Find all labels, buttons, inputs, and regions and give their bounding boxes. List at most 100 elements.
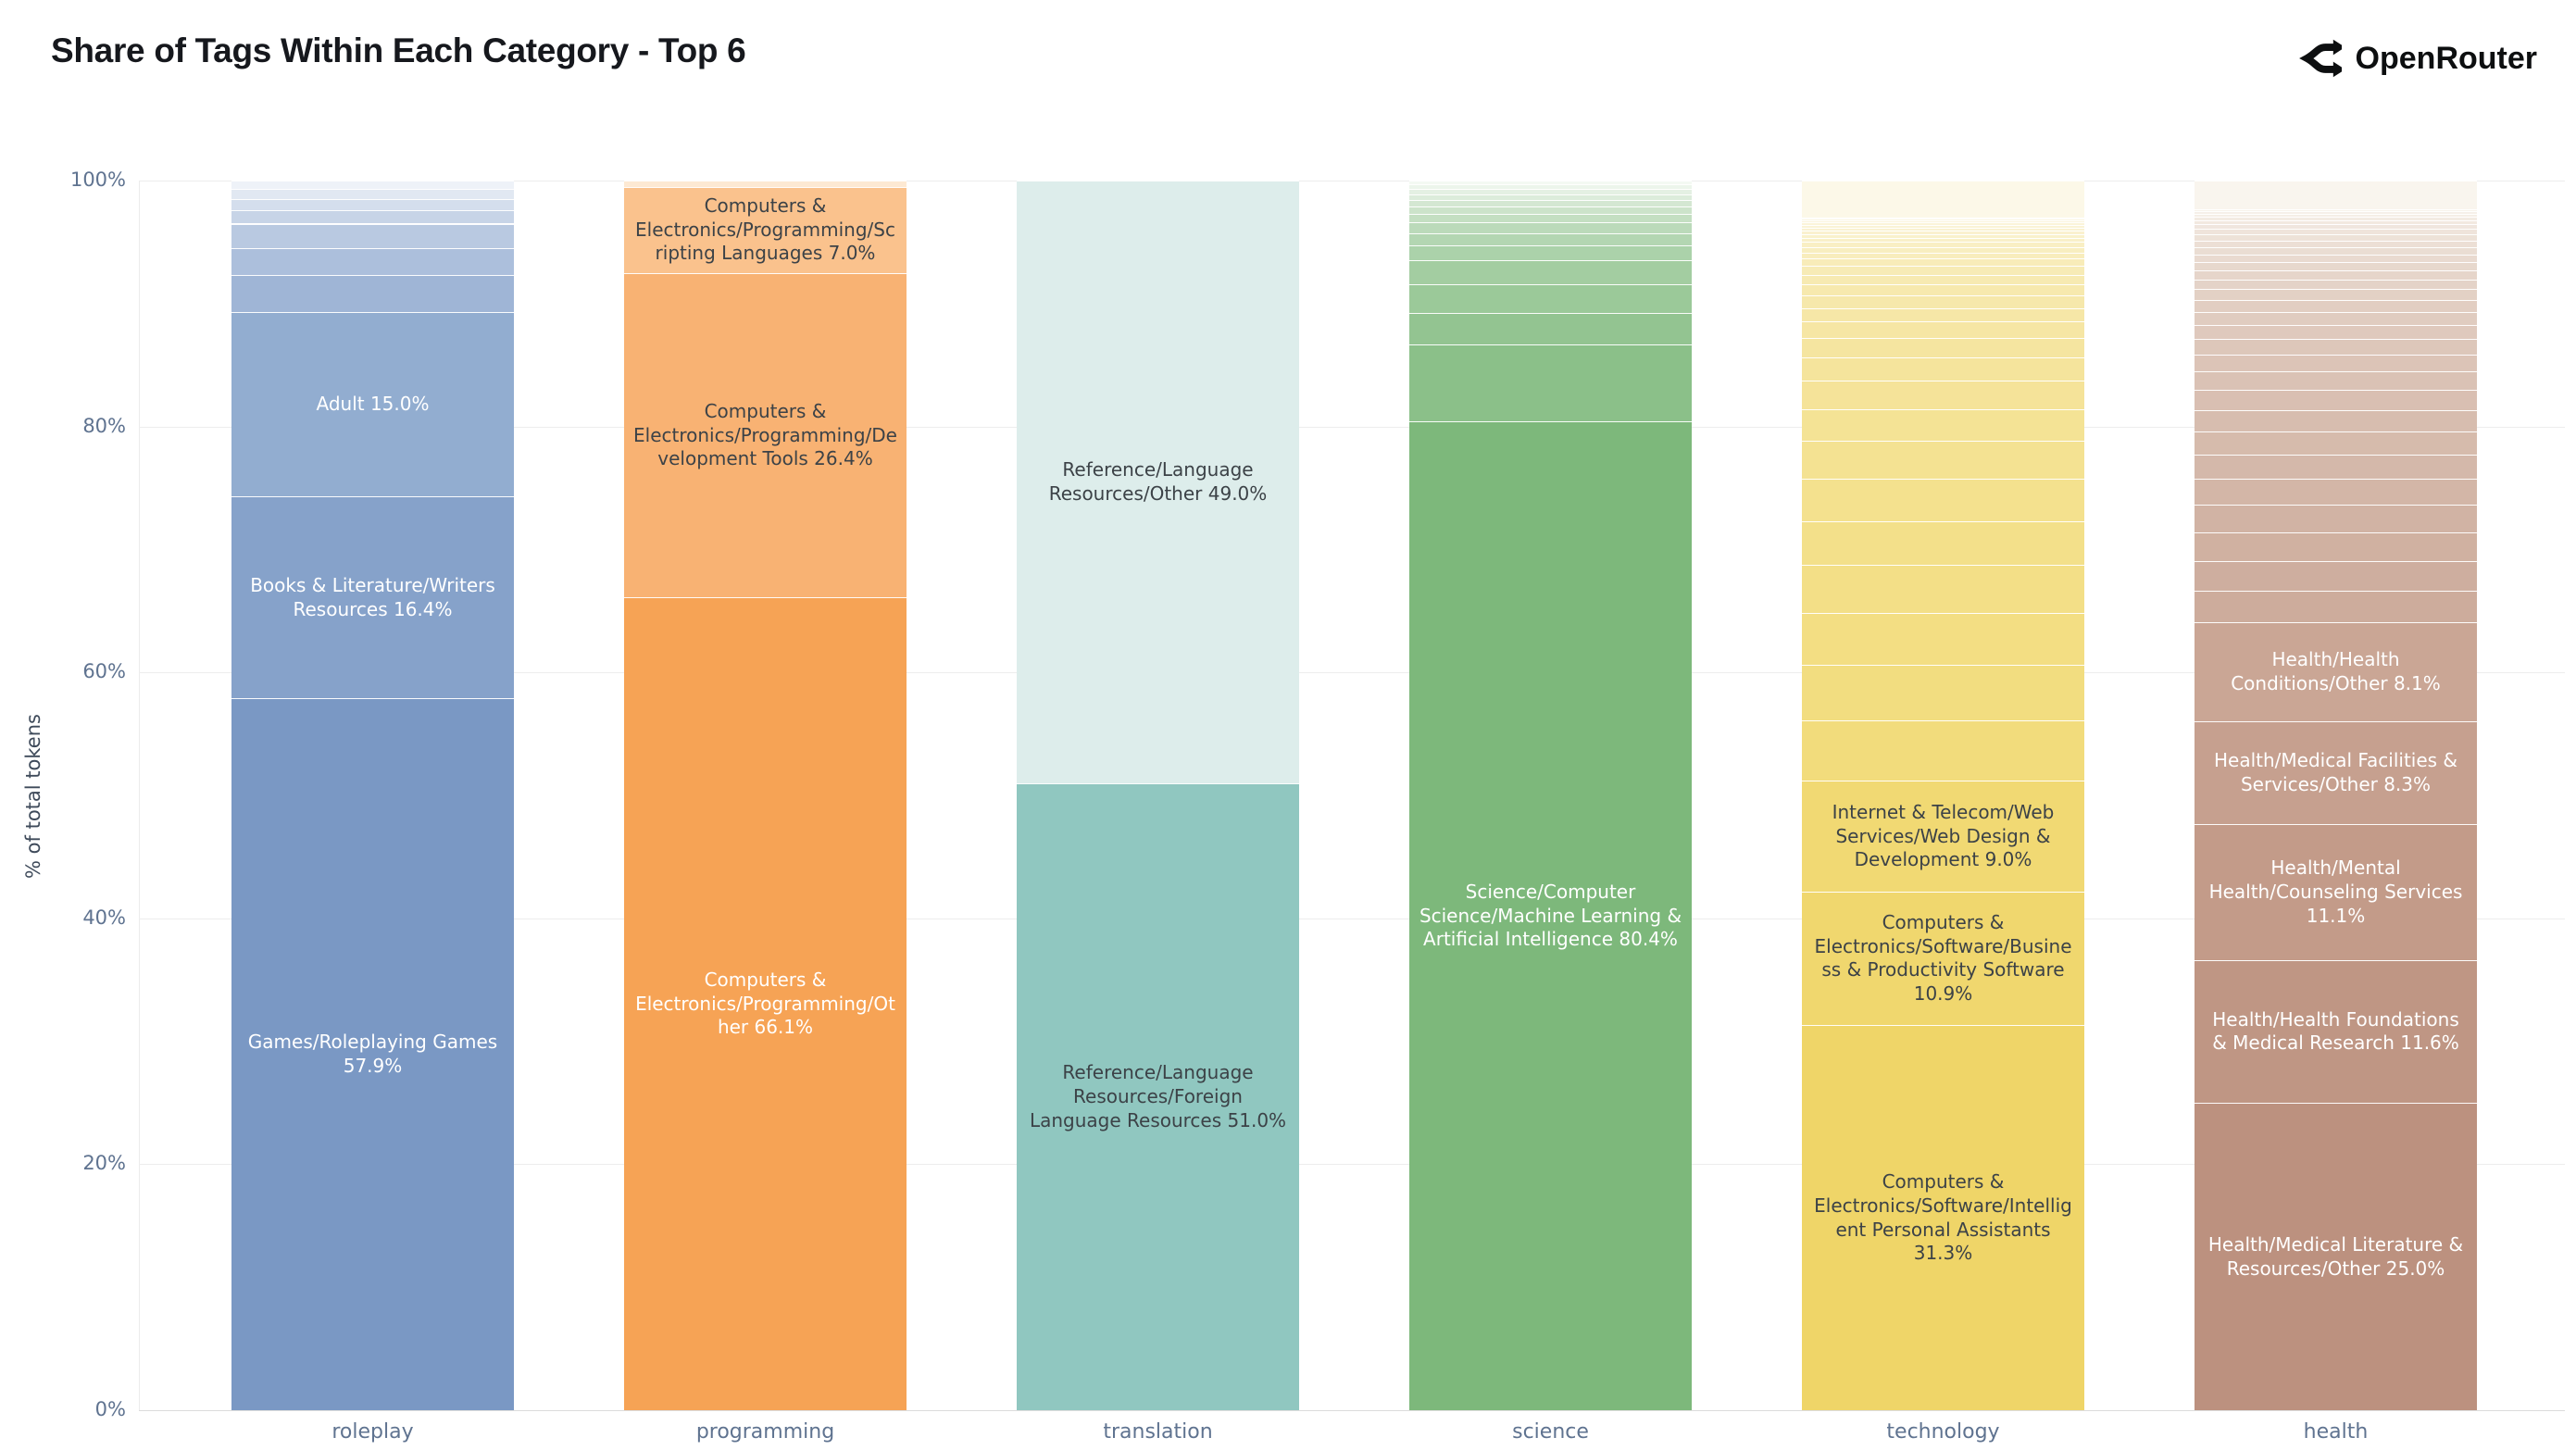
bar-segment-small[interactable]: [1802, 242, 2084, 247]
bar-segment-small[interactable]: [2195, 299, 2477, 312]
bar-segment-small[interactable]: [1802, 217, 2084, 219]
bar-segment-small[interactable]: [2195, 531, 2477, 561]
bar-segment[interactable]: Books & Literature/Writers Resources 16.…: [231, 496, 514, 699]
bar-segment[interactable]: Adult 15.0%: [231, 312, 514, 497]
bar-segment-small[interactable]: [1802, 295, 2084, 308]
bar-segment-small[interactable]: [1409, 344, 1692, 422]
bar-segment[interactable]: Computers & Electronics/Software/Busines…: [1802, 891, 2084, 1026]
bar-segment[interactable]: Health/Health Foundations & Medical Rese…: [2195, 959, 2477, 1103]
bar-segment-small[interactable]: [1409, 222, 1692, 234]
bar-segment-small[interactable]: [1802, 408, 2084, 442]
bar-segment-small[interactable]: [2195, 389, 2477, 410]
bar-segment[interactable]: Computers & Electronics/Programming/Othe…: [624, 597, 907, 1410]
bar-segment-small[interactable]: [2195, 478, 2477, 505]
bar-segment-small[interactable]: [231, 209, 514, 224]
bar-segment-small[interactable]: [2195, 216, 2477, 220]
bar-segment-small[interactable]: [2195, 240, 2477, 247]
bar-segment-small[interactable]: [2195, 311, 2477, 325]
bar-segment-small[interactable]: [231, 189, 514, 199]
bar-segment-small[interactable]: [624, 181, 907, 187]
bar-segment-small[interactable]: [1409, 313, 1692, 344]
bar-segment-small[interactable]: [2195, 181, 2477, 210]
bar-segment[interactable]: Reference/Language Resources/Other 49.0%: [1017, 181, 1299, 783]
bar-segment-small[interactable]: [1409, 245, 1692, 261]
bar-segment-small[interactable]: [1802, 307, 2084, 322]
bar-segment[interactable]: Computers & Electronics/Software/Intelli…: [1802, 1025, 2084, 1410]
bar-segment-small[interactable]: [2195, 262, 2477, 271]
bar-segment[interactable]: Games/Roleplaying Games 57.9%: [231, 698, 514, 1410]
bar-segment-small[interactable]: [1409, 184, 1692, 190]
bar-segment-small[interactable]: [1802, 665, 2084, 720]
bar-segment-small[interactable]: [1409, 181, 1692, 184]
bar-segment-small[interactable]: [1409, 194, 1692, 201]
bar-segment-small[interactable]: [1802, 266, 2084, 275]
bar-segment[interactable]: Computers & Electronics/Programming/Scri…: [624, 186, 907, 273]
brand[interactable]: OpenRouter: [2298, 37, 2537, 80]
bar-segment-small[interactable]: [2195, 229, 2477, 235]
bar-segment-small[interactable]: [2195, 234, 2477, 241]
bar-segment-small[interactable]: [1802, 284, 2084, 296]
bar-segment-small[interactable]: [2195, 270, 2477, 280]
bar-segment-small[interactable]: [1802, 719, 2084, 781]
bar-segment[interactable]: Internet & Telecom/Web Services/Web Desi…: [1802, 781, 2084, 892]
bar-segment-small[interactable]: [1802, 233, 2084, 238]
bar-segment-small[interactable]: [1802, 227, 2084, 231]
bar-segment-small[interactable]: [2195, 431, 2477, 455]
bar-segment-small[interactable]: [1802, 479, 2084, 521]
bar-segment-small[interactable]: [1802, 252, 2084, 259]
bar-segment-small[interactable]: [1802, 337, 2084, 357]
bar-segment-small[interactable]: [1409, 233, 1692, 246]
bar-segment-small[interactable]: [1802, 381, 2084, 409]
bar-segment-small[interactable]: [231, 275, 514, 313]
bar-segment[interactable]: Health/Mental Health/Counseling Services…: [2195, 823, 2477, 960]
bar-segment[interactable]: Computers & Electronics/Programming/Deve…: [624, 272, 907, 598]
bar-segment-small[interactable]: [231, 198, 514, 210]
bar-segment-small[interactable]: [1802, 237, 2084, 243]
bar-segment-small[interactable]: [1802, 219, 2084, 221]
bar-segment-small[interactable]: [2195, 355, 2477, 372]
bar-segment[interactable]: Health/Medical Literature & Resources/Ot…: [2195, 1103, 2477, 1410]
bar-segment[interactable]: Science/Computer Science/Machine Learnin…: [1409, 421, 1692, 1410]
bar-segment-small[interactable]: [2195, 454, 2477, 479]
bar-segment-small[interactable]: [231, 181, 514, 190]
bar-segment-small[interactable]: [2195, 339, 2477, 356]
bar-segment-small[interactable]: [2195, 324, 2477, 340]
bar-segment[interactable]: Health/Medical Facilities & Services/Oth…: [2195, 721, 2477, 824]
bar-segment-small[interactable]: [1409, 206, 1692, 214]
bar-segment-small[interactable]: [2195, 254, 2477, 262]
bar-segment-small[interactable]: [1802, 441, 2084, 480]
bar-segment-small[interactable]: [2195, 560, 2477, 592]
bar-segment[interactable]: Reference/Language Resources/Foreign Lan…: [1017, 782, 1299, 1410]
bar-segment-small[interactable]: [2195, 211, 2477, 214]
bar-segment-small[interactable]: [2195, 591, 2477, 622]
bar-segment-small[interactable]: [1802, 220, 2084, 223]
bar-segment-small[interactable]: [2195, 409, 2477, 432]
bar-segment-small[interactable]: [2195, 279, 2477, 290]
bar-segment-small[interactable]: [1802, 258, 2084, 267]
bar-segment-small[interactable]: [1409, 260, 1692, 284]
bar-segment-small[interactable]: [1802, 224, 2084, 228]
bar-segment-small[interactable]: [1802, 230, 2084, 234]
bar-segment-small[interactable]: [1802, 246, 2084, 253]
bar-segment-small[interactable]: [1802, 613, 2084, 666]
bar-segment-small[interactable]: [1409, 213, 1692, 223]
bar-segment-small[interactable]: [2195, 224, 2477, 230]
bar-segment-small[interactable]: [2195, 504, 2477, 532]
bar-segment-small[interactable]: [2195, 289, 2477, 300]
bar-segment-small[interactable]: [1409, 283, 1692, 314]
bar-segment-small[interactable]: [1802, 321, 2084, 338]
bar-segment-small[interactable]: [1409, 189, 1692, 194]
bar-segment-small[interactable]: [1802, 222, 2084, 225]
bar-segment-small[interactable]: [2195, 213, 2477, 217]
bar-segment[interactable]: Health/Health Conditions/Other 8.1%: [2195, 621, 2477, 722]
bar-segment-small[interactable]: [1802, 356, 2084, 381]
bar-segment-small[interactable]: [1802, 520, 2084, 566]
bar-segment-small[interactable]: [2195, 219, 2477, 225]
bar-segment-small[interactable]: [231, 223, 514, 249]
bar-segment-small[interactable]: [2195, 209, 2477, 211]
bar-segment-small[interactable]: [231, 248, 514, 276]
bar-segment-small[interactable]: [1802, 274, 2084, 285]
bar-segment-small[interactable]: [2195, 246, 2477, 255]
bar-segment-small[interactable]: [1802, 181, 2084, 218]
bar-segment-small[interactable]: [1409, 200, 1692, 206]
